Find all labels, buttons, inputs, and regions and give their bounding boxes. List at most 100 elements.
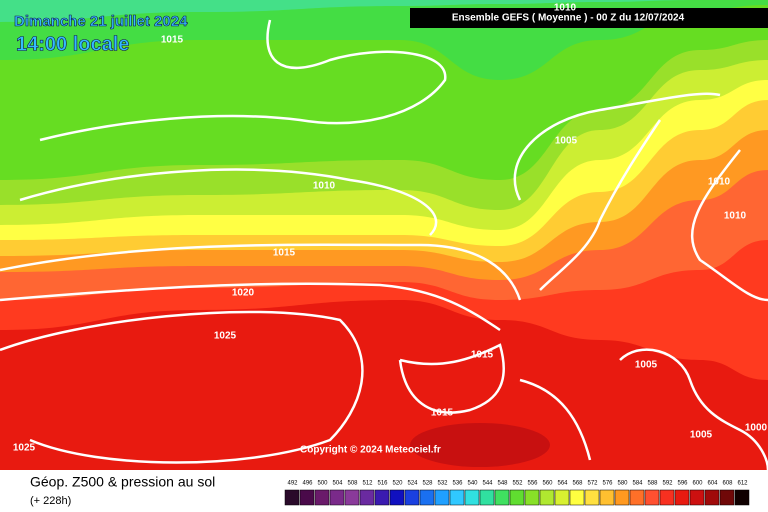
isobar-label: 1010 (313, 181, 336, 192)
isobar (0, 243, 522, 301)
legend-label: 536 (452, 481, 463, 487)
legend-swatch (419, 489, 435, 506)
legend-label: 596 (677, 481, 688, 487)
legend-swatch (734, 489, 750, 506)
legend-label: 600 (692, 481, 703, 487)
legend-label: 504 (332, 481, 343, 487)
legend-label: 500 (317, 481, 328, 487)
legend-swatch (614, 489, 630, 506)
legend-label: 564 (557, 481, 568, 487)
isobar (519, 378, 592, 461)
date: Dimanche 21 juillet 2024 (14, 13, 188, 30)
time: 14:00 locale (16, 33, 129, 55)
isobar-labels: 1015 1010 1005 1010 1015 1020 1025 1015 1005 1015… (13, 3, 768, 454)
legend-swatch (509, 489, 525, 506)
legend-swatch (359, 489, 375, 506)
legend-swatch (284, 489, 300, 506)
legend-swatch (659, 489, 675, 506)
legend-label: 576 (602, 481, 613, 487)
isobar-label: 1015 (273, 248, 296, 259)
legend-swatch (539, 489, 555, 506)
legend-label: 604 (707, 481, 718, 487)
legend-swatch (599, 489, 615, 506)
isobar (690, 149, 768, 302)
isobar (619, 348, 768, 471)
legend-label: 508 (347, 481, 358, 487)
legend-swatch (704, 489, 720, 506)
isobar-label: 1005 (555, 136, 578, 147)
isobar-label: 1005 (635, 360, 658, 371)
legend-label: 584 (632, 481, 643, 487)
legend-swatch (584, 489, 600, 506)
legend-label: 540 (467, 481, 478, 487)
legend-swatch (674, 489, 690, 506)
isobar (0, 310, 364, 464)
legend-swatch (569, 489, 585, 506)
legend-label: 532 (437, 481, 448, 487)
legend-swatch (374, 489, 390, 506)
footer-title: Géop. Z500 & pression au sol (30, 474, 215, 490)
isobar-label: 1015 (161, 35, 184, 46)
footer-subtitle: (+ 228h) (30, 495, 71, 507)
legend-label: 572 (587, 481, 598, 487)
isobar (39, 19, 447, 142)
legend-label: 560 (542, 481, 553, 487)
legend-label: 592 (662, 481, 673, 487)
legend-label: 512 (362, 481, 373, 487)
legend-swatch (434, 489, 450, 506)
isobar (398, 343, 505, 414)
legend-swatch (314, 489, 330, 506)
isobar (513, 92, 721, 201)
isobar (19, 168, 438, 236)
run-info: Ensemble GEFS ( Moyenne ) - 00 Z du 12/0… (452, 13, 685, 24)
isobar (0, 282, 501, 332)
isobar (539, 119, 662, 291)
legend-swatch (524, 489, 540, 506)
legend-swatch (464, 489, 480, 506)
isobars (0, 19, 768, 471)
isobar-label: 1025 (214, 331, 237, 342)
legend-swatch (344, 489, 360, 506)
isobar-label: 1005 (690, 430, 713, 441)
legend-swatch (299, 489, 315, 506)
isobar-label: 1015 (471, 350, 494, 361)
copyright: Copyright © 2024 Meteociel.fr (300, 445, 441, 456)
legend-label: 612 (737, 481, 748, 487)
legend-swatch (389, 489, 405, 506)
legend-label: 524 (407, 481, 418, 487)
isobar-label: 1000 (745, 423, 768, 434)
isobar-label: 1015 (431, 408, 454, 419)
band (0, 0, 768, 22)
legend-label: 528 (422, 481, 433, 487)
legend: 492 496 500 504 508 512 516 520 524 528 532 536 540 5… (284, 481, 750, 506)
legend-swatch (494, 489, 510, 506)
legend-label: 608 (722, 481, 733, 487)
legend-swatch (644, 489, 660, 506)
legend-swatch (479, 489, 495, 506)
low-height-area (410, 423, 550, 467)
legend-swatch (629, 489, 645, 506)
legend-label: 492 (287, 481, 298, 487)
legend-label: 548 (497, 481, 508, 487)
band (0, 0, 768, 180)
isobar-label: 1010 (724, 211, 747, 222)
isobar-label: 1010 (708, 177, 731, 188)
isobar-label: 1020 (232, 288, 255, 299)
legend-swatch (404, 489, 420, 506)
bands (0, 0, 768, 380)
legend-label: 556 (527, 481, 538, 487)
legend-label: 568 (572, 481, 583, 487)
legend-label: 580 (617, 481, 628, 487)
legend-swatch (689, 489, 705, 506)
legend-swatch (554, 489, 570, 506)
legend-swatch (449, 489, 465, 506)
legend-label: 588 (647, 481, 658, 487)
isobar-label: 1025 (13, 443, 36, 454)
legend-swatch (329, 489, 345, 506)
legend-label: 516 (377, 481, 388, 487)
header-box (410, 8, 768, 28)
isobar-label: 1010 (554, 3, 577, 14)
legend-label: 520 (392, 481, 403, 487)
legend-swatch (719, 489, 735, 506)
